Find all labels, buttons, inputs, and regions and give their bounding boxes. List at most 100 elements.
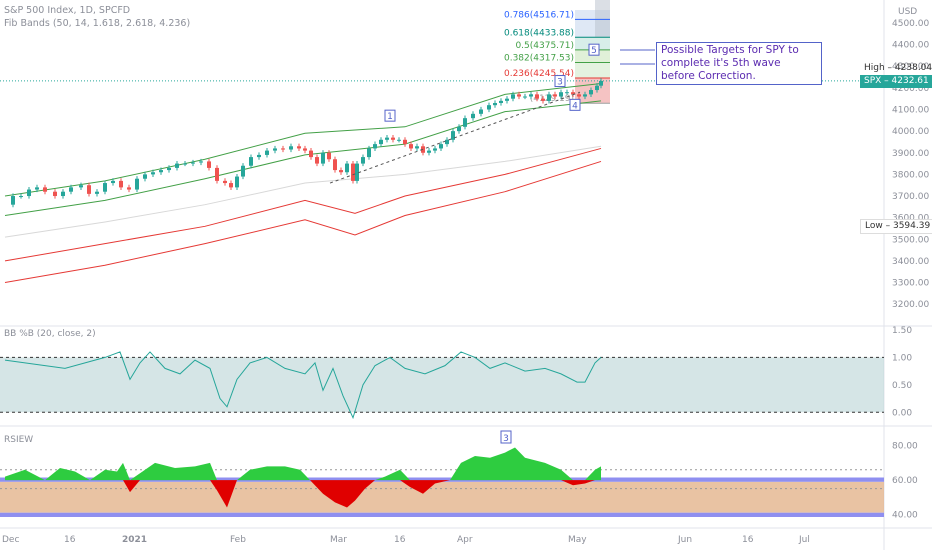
candle-body — [27, 189, 31, 197]
price-tick-label: 3800.00 — [892, 170, 929, 180]
x-axis-label: 16 — [742, 535, 754, 545]
candle-body — [61, 191, 65, 197]
rsi-tick-label: 40.00 — [892, 510, 918, 520]
rsi-mid-band — [0, 481, 884, 513]
rsi-tick-label: 60.00 — [892, 476, 918, 486]
candle-body — [79, 185, 83, 188]
x-axis-label: Mar — [330, 535, 347, 545]
candle-body — [505, 98, 509, 101]
candle-body — [333, 159, 337, 171]
candle-body — [229, 183, 233, 188]
low-label: Low — [865, 221, 883, 231]
candle-body — [183, 163, 187, 165]
candle-body — [583, 94, 587, 97]
candle-body — [355, 163, 359, 181]
high-tag: High – 4238.04 — [864, 63, 932, 73]
candle-body — [547, 94, 551, 101]
price-currency: USD — [898, 7, 917, 17]
band-low1 — [4, 147, 602, 262]
price-tick-label: 4100.00 — [892, 106, 929, 116]
candle-body — [339, 170, 343, 173]
candle-body — [207, 161, 211, 168]
candle-body — [53, 191, 57, 197]
rsi-wave-box — [500, 430, 512, 444]
candle-body — [273, 148, 277, 151]
candle-body — [517, 94, 521, 97]
low-tag: Low – 3594.39 — [860, 219, 932, 234]
candle-body — [215, 167, 219, 181]
candle-body — [589, 90, 593, 95]
price-symbol: SPX — [864, 76, 882, 86]
candle-body — [103, 183, 107, 192]
bb-tick-label: 1.50 — [892, 326, 912, 336]
candle-body — [249, 157, 253, 166]
price-tick-label: 4400.00 — [892, 41, 929, 51]
candle-body — [541, 98, 545, 101]
candle-body — [35, 187, 39, 190]
candle-body — [119, 180, 123, 188]
candle-body — [175, 163, 179, 168]
candle-body — [127, 187, 131, 190]
price-tick-label: 4200.00 — [892, 84, 929, 94]
price-tick-label: 3200.00 — [892, 300, 929, 310]
bb-tick-label: 0.00 — [892, 408, 912, 418]
candle-body — [373, 144, 377, 149]
fib-level-label: 0.5(4375.71) — [515, 41, 574, 51]
target-note[interactable]: Possible Targets for SPY to complete it'… — [656, 42, 822, 85]
candle-body — [235, 176, 239, 188]
price-tag: SPX – 4232.61 — [860, 75, 932, 88]
rsi-wave-label: 3 — [503, 434, 509, 444]
candle-body — [487, 105, 491, 110]
candle-body — [379, 139, 383, 145]
candle-body — [43, 187, 47, 192]
candle-body — [281, 148, 285, 150]
candle-body — [385, 137, 389, 140]
price-tick-label: 4500.00 — [892, 19, 929, 29]
candle-body — [529, 94, 533, 97]
candle-body — [445, 139, 449, 145]
candle-body — [321, 152, 325, 164]
candle-body — [571, 92, 575, 95]
trend-line — [329, 91, 581, 184]
candle-body — [565, 92, 569, 94]
fib-level-label: (4129.19) — [530, 94, 574, 104]
high-label: High — [864, 63, 885, 73]
candle-body — [511, 94, 515, 99]
price-tick-label: 3900.00 — [892, 149, 929, 159]
candle-body — [303, 148, 307, 151]
rsi-label: RSIEW — [4, 435, 33, 445]
rsi-upper-band — [0, 477, 884, 482]
candle-body — [241, 165, 245, 177]
x-axis-label: 16 — [64, 535, 76, 545]
candle-body — [351, 163, 355, 181]
rsi-positive-area — [5, 447, 601, 481]
candle-body — [439, 144, 443, 149]
candle-body — [19, 196, 23, 198]
candle-body — [289, 146, 293, 150]
candle-body — [433, 148, 437, 151]
candle-body — [479, 109, 483, 114]
candle-body — [415, 146, 419, 149]
candle-body — [367, 148, 371, 158]
candle-body — [599, 80, 603, 86]
candle-body — [535, 94, 539, 99]
price-tick-label: 3400.00 — [892, 257, 929, 267]
price-tick-label: 4300.00 — [892, 62, 929, 72]
band-upper — [4, 83, 602, 197]
x-axis-label: Apr — [457, 535, 473, 545]
fib-level-label: 0.786(4516.71) — [504, 10, 574, 20]
bb-line — [4, 351, 602, 420]
candle-body — [409, 144, 413, 149]
candle-body — [345, 163, 349, 173]
wave-label: 3 — [557, 78, 563, 88]
candle-body — [457, 126, 461, 132]
price-tick-label: 3500.00 — [892, 235, 929, 245]
candle-body — [143, 174, 147, 179]
price-tick-label: 4000.00 — [892, 127, 929, 137]
rsi-tick-label: 80.00 — [892, 442, 918, 452]
fib-level-label: 0.618(4433.88) — [504, 28, 574, 38]
x-axis-label: Dec — [2, 535, 19, 545]
x-axis-label: May — [568, 535, 587, 545]
wave-label-box — [569, 98, 581, 111]
